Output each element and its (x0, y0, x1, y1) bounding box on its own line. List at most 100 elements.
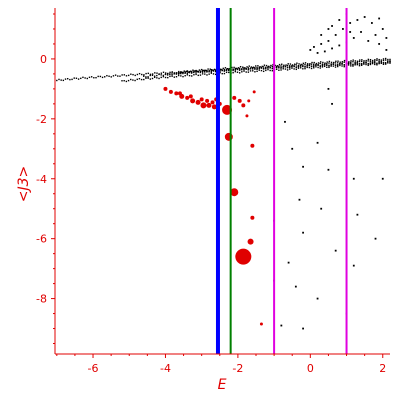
data-point-black (269, 69, 271, 72)
data-point-black (360, 64, 363, 67)
data-point-black (237, 67, 240, 69)
data-point-black (231, 66, 233, 69)
data-point-red (199, 97, 204, 102)
data-point-black (326, 66, 328, 69)
data-point-black (251, 67, 254, 69)
data-point-black (261, 65, 263, 68)
data-point-black (317, 63, 319, 66)
data-point-black (263, 64, 266, 66)
data-point-black (334, 249, 337, 252)
data-point-black (282, 68, 284, 70)
data-point-black (298, 63, 300, 65)
data-point-black (347, 64, 350, 66)
data-point-black (164, 72, 167, 74)
data-point-black (324, 62, 326, 64)
data-point-black (247, 67, 250, 69)
data-point-black (291, 147, 294, 150)
data-point-red (174, 91, 179, 96)
data-point-red (190, 98, 196, 104)
data-point-red (250, 143, 255, 148)
data-point-black (121, 80, 123, 82)
data-point-black (193, 71, 195, 73)
data-point-black (352, 65, 354, 67)
data-point-black (234, 68, 236, 70)
data-point-black (360, 60, 363, 63)
data-point-black (304, 67, 306, 70)
data-point-black (136, 73, 139, 76)
data-point-black (104, 76, 106, 78)
data-point-black (202, 69, 204, 72)
data-point-black (308, 66, 311, 69)
data-point-black (88, 76, 91, 79)
data-point-black (291, 65, 293, 67)
data-point-black (238, 72, 241, 74)
data-point-black (223, 72, 226, 75)
data-point-black (249, 70, 252, 72)
data-point-black (220, 68, 222, 71)
data-point-black (195, 69, 197, 72)
data-point-black (265, 64, 268, 67)
data-point-black (206, 74, 208, 76)
data-point-black (280, 324, 283, 327)
data-point-black (210, 69, 212, 72)
y-tick-label: -4 (36, 173, 47, 186)
data-point-black (171, 75, 173, 77)
data-point-black (374, 62, 376, 64)
data-point-black (334, 66, 337, 68)
data-point-black (132, 73, 134, 76)
data-point-black (317, 66, 319, 69)
data-point-black (374, 63, 376, 66)
data-point-black (257, 65, 259, 67)
data-point-black (385, 37, 388, 39)
data-point-black (297, 66, 300, 68)
data-point-black (184, 71, 186, 73)
data-point-black (206, 71, 208, 73)
data-point-black (188, 74, 191, 77)
data-point-black (60, 79, 62, 81)
data-point-black (327, 168, 330, 171)
data-point-red (235, 248, 252, 265)
data-point-black (289, 66, 291, 68)
data-point-black (363, 62, 365, 64)
data-point-black (297, 64, 300, 67)
y-axis-label: <J3> (16, 166, 32, 203)
data-point-black (356, 19, 359, 21)
data-point-black (225, 69, 228, 71)
data-point-black (184, 75, 186, 77)
data-point-black (121, 74, 123, 76)
data-point-black (332, 65, 335, 67)
data-point-black (389, 62, 391, 64)
data-point-black (222, 67, 224, 70)
data-point-black (265, 66, 267, 69)
data-point-black (162, 74, 165, 77)
data-point-black (125, 75, 128, 77)
data-point-black (56, 79, 58, 82)
data-point-black (326, 64, 328, 67)
data-point-black (358, 59, 361, 61)
data-point-black (249, 68, 252, 70)
data-point-black (367, 60, 369, 62)
data-point-black (143, 74, 145, 76)
data-point-black (352, 264, 355, 267)
axes-layer: -6 -4 -2 0 2 0 -2 -4 -6 -8 (36, 8, 390, 375)
data-point-black (347, 62, 350, 65)
data-point-black (271, 65, 274, 68)
y-tick-label: -6 (36, 233, 47, 246)
data-point-black (384, 62, 387, 65)
data-point-black (132, 79, 134, 81)
data-point-black (382, 62, 385, 64)
data-point-black (251, 68, 254, 70)
data-point-black (374, 34, 377, 36)
data-point-black (302, 65, 304, 68)
data-point-black (313, 61, 315, 64)
data-point-black (260, 69, 263, 72)
data-point-black (369, 60, 372, 62)
data-point-black (287, 63, 289, 65)
data-point-black (219, 70, 221, 72)
data-point-black (356, 63, 359, 66)
data-point-black (299, 65, 302, 67)
data-point-black (248, 65, 250, 67)
data-point-black (171, 71, 173, 73)
data-point-black (156, 72, 158, 74)
